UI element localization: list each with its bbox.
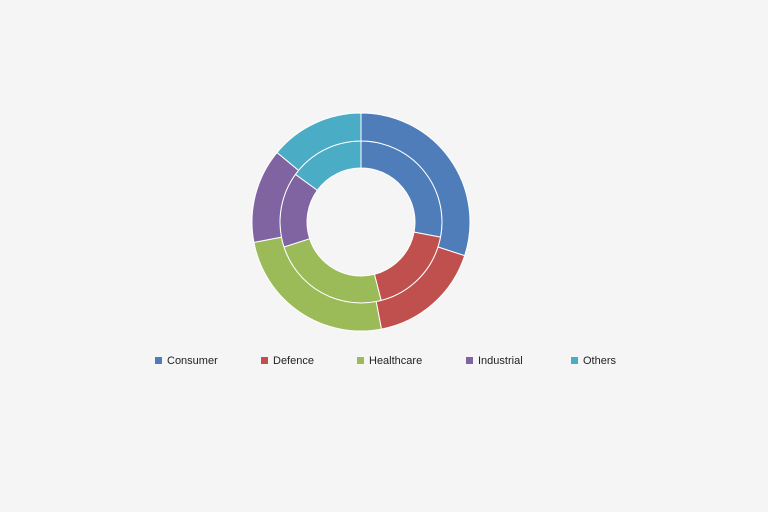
legend-marker <box>261 357 268 364</box>
legend-marker <box>571 357 578 364</box>
legend-marker <box>155 357 162 364</box>
legend-marker <box>357 357 364 364</box>
legend-label: Consumer <box>167 355 218 367</box>
legend-marker <box>466 357 473 364</box>
legend-label: Others <box>583 355 617 367</box>
legend-label: Healthcare <box>369 355 422 367</box>
legend-label: Defence <box>273 355 314 367</box>
donut-segment <box>276 112 362 172</box>
legend-label: Industrial <box>478 355 523 367</box>
